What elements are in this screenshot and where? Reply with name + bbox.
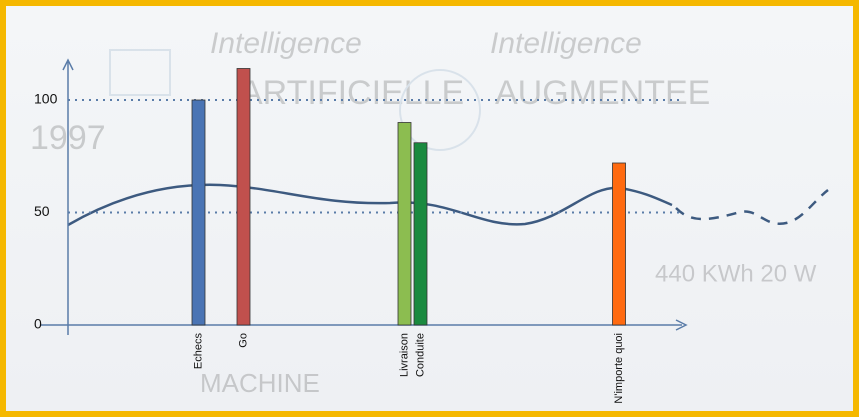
svg-text:Intelligence: Intelligence [490,27,642,60]
x-axis-arrow [675,319,688,331]
y-axis-arrow [62,58,74,71]
bar [236,68,251,326]
y-tick-label: 50 [34,203,50,219]
y-tick-label: 100 [34,91,58,107]
svg-text:440 KWh 20 W: 440 KWh 20 W [655,260,817,287]
bar [413,142,428,326]
bar [191,99,206,326]
svg-text:Intelligence: Intelligence [210,27,362,60]
svg-text:MACHINE: MACHINE [200,368,320,398]
chart: Intelligence Intelligence ARTIFICIELLE A… [30,27,829,404]
x-tick-label: Go [237,333,249,348]
x-tick-label: N'importe quoi [613,333,625,404]
x-tick-label: Conduite [414,333,426,377]
bar [397,122,412,326]
y-tick-label: 0 [34,316,42,332]
svg-text:ARTIFICIELLE: ARTIFICIELLE [240,74,464,112]
x-tick-label: Echecs [192,333,204,370]
svg-text:AUGMENTEE: AUGMENTEE [495,74,710,112]
trend-curve [67,183,673,227]
trend-curve-projection [675,189,829,225]
bar [612,162,626,326]
x-tick-label: Livraison [398,333,410,377]
